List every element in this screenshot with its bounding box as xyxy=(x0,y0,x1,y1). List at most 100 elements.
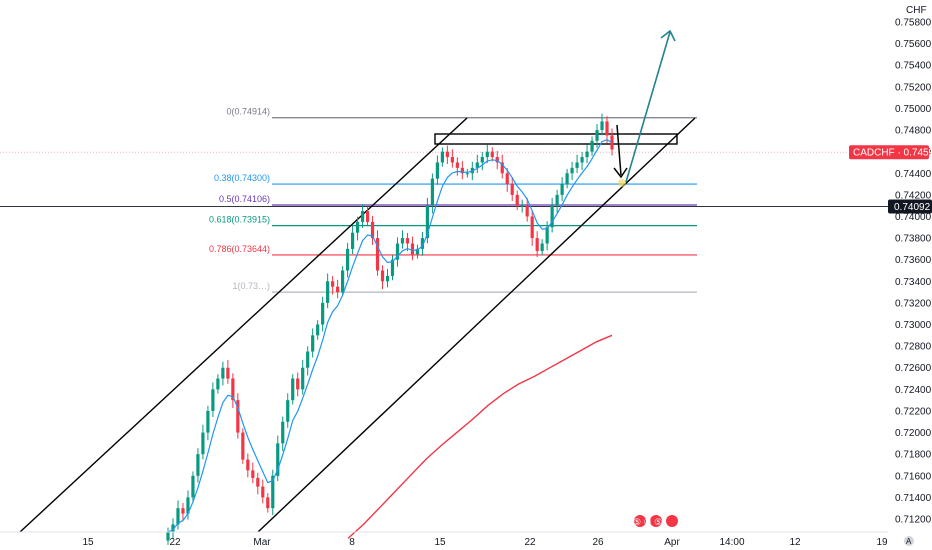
fast-ma-line xyxy=(167,139,613,533)
candle-body xyxy=(326,281,330,303)
time-tick-label: 22 xyxy=(169,537,181,548)
candle-body xyxy=(395,243,400,260)
up-arrow[interactable] xyxy=(625,31,671,183)
fib-level-label: 0.786(0.73644) xyxy=(209,244,270,254)
candle-body xyxy=(316,324,320,336)
candle-body xyxy=(600,121,604,131)
candle-body xyxy=(580,157,584,163)
candle-body xyxy=(306,351,310,368)
ascending-channel[interactable] xyxy=(19,117,696,533)
candle-body xyxy=(311,335,315,352)
price-tick-label: 0.75200 xyxy=(895,82,932,93)
current-price-tag-text: CADCHF · 0.74595 xyxy=(853,148,932,159)
candle-body xyxy=(590,140,594,152)
candle-body xyxy=(291,378,295,401)
candle-body xyxy=(510,184,514,195)
candle-body xyxy=(410,243,415,255)
candle-body xyxy=(560,184,564,195)
price-tick-label: 0.74200 xyxy=(895,190,932,201)
up-arrow-head-icon xyxy=(660,29,676,42)
price-tick-label: 0.71600 xyxy=(895,471,932,482)
channel-upper-line[interactable] xyxy=(19,117,468,533)
candle-body xyxy=(525,205,529,217)
fib-level-label: 0.5(0.74106) xyxy=(219,194,270,204)
candle-body xyxy=(415,248,420,255)
candle-body xyxy=(350,232,355,249)
candle-body xyxy=(226,367,230,379)
candle-body xyxy=(360,211,365,222)
price-tick-label: 0.71800 xyxy=(895,450,932,461)
candle-body xyxy=(236,400,240,433)
logo-badge: ⑤ ② ⑤ xyxy=(633,515,678,527)
price-tick-label: 0.71200 xyxy=(895,515,932,526)
candle-body xyxy=(380,270,385,282)
candle-body xyxy=(176,508,180,525)
candle-body xyxy=(540,243,544,252)
candle-body xyxy=(321,302,325,325)
time-tick-label: 14:00 xyxy=(719,537,744,548)
price-tags: CADCHF · 0.74595 0.74092 xyxy=(849,145,932,214)
candle-body xyxy=(585,151,589,158)
price-axis-background xyxy=(888,0,932,550)
candle-body xyxy=(216,378,220,390)
candle-body xyxy=(201,432,205,455)
fib-level-label: 0(0.74914) xyxy=(226,107,270,117)
candle-body xyxy=(241,432,245,460)
price-tick-label: 0.71400 xyxy=(895,493,932,504)
candle-body xyxy=(495,157,499,163)
candle-body xyxy=(575,162,579,168)
candle-body xyxy=(206,410,210,433)
candle-body xyxy=(460,167,464,174)
price-tick-label: 0.73600 xyxy=(895,255,932,266)
settings-icon[interactable]: A xyxy=(904,536,914,546)
price-tick-label: 0.72200 xyxy=(895,406,932,417)
candle-body xyxy=(231,378,235,401)
candle-body xyxy=(405,238,410,244)
price-tick-label: 0.74400 xyxy=(895,169,932,180)
candle-body xyxy=(555,194,559,206)
fib-level-label: 0.618(0.73915) xyxy=(209,215,270,225)
time-axis[interactable]: 15 22 Mar 8 15 22 26 Apr 14:00 12 19 xyxy=(82,537,888,548)
channel-lower-line[interactable] xyxy=(257,117,696,533)
price-tick-label: 0.75400 xyxy=(895,61,932,72)
candle-body xyxy=(345,248,350,271)
candle-body xyxy=(301,367,305,390)
time-tick-label: 15 xyxy=(434,537,446,548)
time-tick-label: 12 xyxy=(789,537,801,548)
candle-body xyxy=(420,238,425,249)
candle-body xyxy=(520,205,524,207)
fast-moving-average xyxy=(167,139,613,533)
candle-body xyxy=(181,508,185,514)
projection-arrows[interactable] xyxy=(613,29,676,187)
candle-body xyxy=(400,238,405,244)
candle-body xyxy=(440,151,444,163)
price-tick-label: 0.73800 xyxy=(895,234,932,245)
slow-ma-line xyxy=(347,334,613,539)
candle-body xyxy=(365,211,370,222)
candle-body xyxy=(595,130,599,141)
candle-body xyxy=(435,162,439,179)
candle-body xyxy=(211,389,215,411)
candle-body xyxy=(605,121,609,136)
price-tick-label: 0.74000 xyxy=(895,212,932,223)
down-arrow[interactable] xyxy=(616,124,622,176)
candle-body xyxy=(485,151,489,158)
candle-body xyxy=(286,400,290,422)
price-tick-label: 0.73000 xyxy=(895,320,932,331)
candle-body xyxy=(281,421,285,444)
resistance-box[interactable] xyxy=(434,133,678,145)
candle-body xyxy=(505,173,509,185)
price-tick-label: 0.74800 xyxy=(895,126,932,137)
candle-body xyxy=(530,216,534,239)
time-tick-label: 22 xyxy=(524,537,536,548)
down-arrow-head-icon xyxy=(613,167,628,179)
candle-body xyxy=(186,497,190,514)
fib-level-label: 1(0.73…) xyxy=(232,281,270,291)
price-axis[interactable]: 0.75800 0.75600 0.75400 0.75200 0.75000 0.748… xyxy=(895,18,932,526)
time-tick-label: Mar xyxy=(253,537,271,548)
candle-body xyxy=(550,205,554,228)
candle-body xyxy=(445,151,449,158)
slow-moving-average xyxy=(347,334,613,539)
candle-body xyxy=(465,173,469,175)
